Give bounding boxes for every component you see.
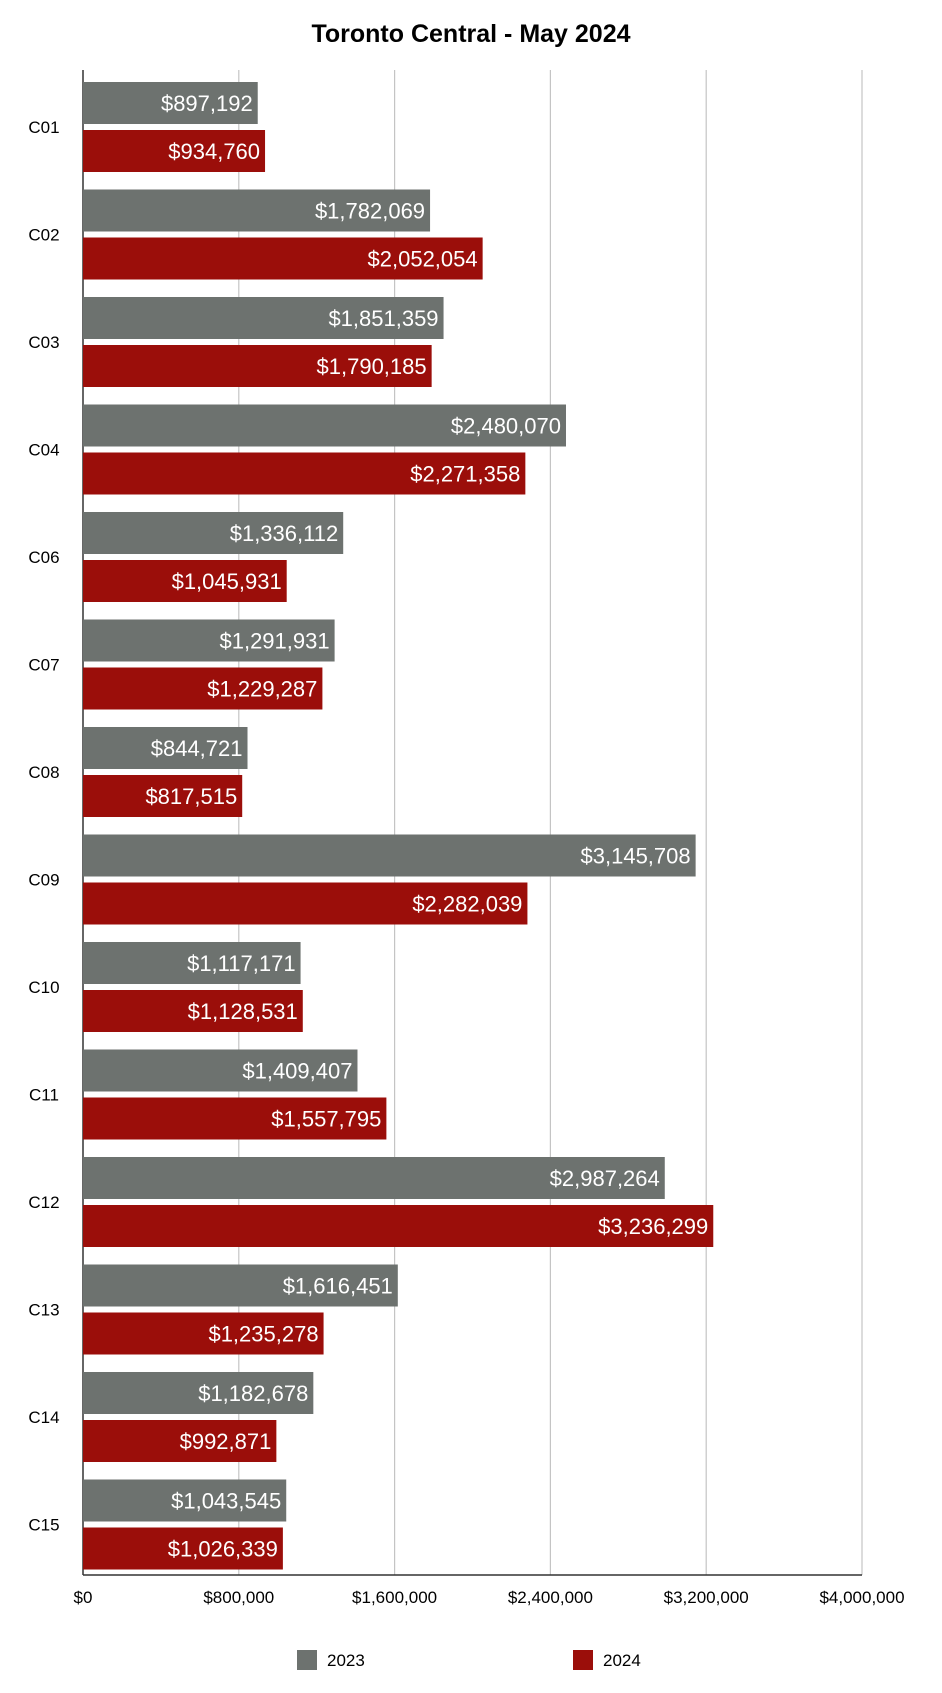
y-axis-category-labels: C01 C02 C03 C04 C06 C07 C08 C09 C10 C11 C12 C13 C14 C… bbox=[28, 118, 59, 1535]
x-tick-label: $800,000 bbox=[203, 1588, 274, 1607]
category-label: C03 bbox=[28, 333, 59, 352]
bar-2023-C04 bbox=[83, 404, 566, 447]
data-label: $1,043,545 bbox=[171, 1489, 281, 1514]
data-label: $844,721 bbox=[151, 736, 243, 761]
x-tick-label: $2,400,000 bbox=[508, 1588, 593, 1607]
bar-2024-C02 bbox=[83, 237, 483, 280]
data-label: $817,515 bbox=[145, 784, 237, 809]
category-label: C06 bbox=[28, 548, 59, 567]
data-label: $1,045,931 bbox=[172, 569, 282, 594]
bar-2024-C13 bbox=[83, 1312, 324, 1355]
data-label: $2,480,070 bbox=[451, 414, 561, 439]
category-label: C01 bbox=[28, 118, 59, 137]
data-label: $1,851,359 bbox=[328, 306, 438, 331]
x-tick-label: $4,000,000 bbox=[819, 1588, 904, 1607]
bar-2023-C02 bbox=[83, 189, 431, 232]
data-label: $1,409,407 bbox=[242, 1059, 352, 1084]
bar-2024-C06 bbox=[83, 560, 287, 602]
data-label: $3,236,299 bbox=[598, 1214, 708, 1239]
bar-2024-C10 bbox=[83, 990, 303, 1032]
bar-2023-C14 bbox=[83, 1372, 314, 1414]
data-label: $1,128,531 bbox=[188, 999, 298, 1024]
bar-2023-C09 bbox=[83, 834, 696, 877]
chart-title: Toronto Central - May 2024 bbox=[311, 20, 630, 48]
bar-2024-C03 bbox=[83, 345, 432, 387]
bar-2024-C14 bbox=[83, 1420, 277, 1462]
category-label: C11 bbox=[29, 1086, 59, 1105]
x-tick-label: $3,200,000 bbox=[664, 1588, 749, 1607]
legend-label: 2024 bbox=[603, 1651, 641, 1670]
category-label: C14 bbox=[28, 1408, 59, 1427]
data-label: $3,145,708 bbox=[581, 844, 691, 869]
legend: 2023 2024 bbox=[297, 1650, 641, 1670]
bar-2024-C11 bbox=[83, 1097, 387, 1140]
data-label: $1,235,278 bbox=[208, 1322, 318, 1347]
x-tick-label: $0 bbox=[74, 1588, 93, 1607]
bar-2024-C08 bbox=[83, 775, 243, 817]
bar-2024-C01 bbox=[83, 130, 266, 172]
bar-2024-C12 bbox=[83, 1205, 714, 1247]
category-label: C07 bbox=[28, 656, 59, 675]
data-label: $1,026,339 bbox=[168, 1537, 278, 1562]
legend-swatch bbox=[573, 1650, 593, 1670]
bar-2023-C07 bbox=[83, 619, 335, 662]
bar-2023-C15 bbox=[83, 1479, 287, 1522]
legend-label: 2023 bbox=[327, 1651, 365, 1670]
category-label: C15 bbox=[28, 1516, 59, 1535]
bar-2024-C07 bbox=[83, 667, 323, 710]
x-tick-label: $1,600,000 bbox=[352, 1588, 437, 1607]
data-label: $1,117,171 bbox=[187, 951, 295, 976]
bar-2023-C03 bbox=[83, 297, 444, 339]
data-label: $1,336,112 bbox=[230, 521, 338, 546]
category-label: C13 bbox=[28, 1301, 59, 1320]
bar-2023-C13 bbox=[83, 1264, 398, 1307]
data-label: $992,871 bbox=[180, 1429, 272, 1454]
data-label: $934,760 bbox=[168, 139, 260, 164]
bar-2023-C11 bbox=[83, 1049, 358, 1092]
bar-2023-C12 bbox=[83, 1157, 665, 1199]
legend-swatch bbox=[297, 1650, 317, 1670]
bar-2024-C09 bbox=[83, 882, 528, 925]
data-label: $1,790,185 bbox=[317, 354, 427, 379]
data-label: $1,782,069 bbox=[315, 199, 425, 224]
bar-2024-C15 bbox=[83, 1527, 283, 1570]
data-label: $1,182,678 bbox=[198, 1381, 308, 1406]
category-label: C09 bbox=[28, 871, 59, 890]
data-label: $2,271,358 bbox=[410, 462, 520, 487]
bar-value-labels: $897,192 $934,760 $1,782,069 $2,052,054 $1,8… bbox=[145, 91, 708, 1562]
data-label: $1,557,795 bbox=[271, 1107, 381, 1132]
bars bbox=[83, 82, 714, 1570]
data-label: $2,987,264 bbox=[550, 1166, 660, 1191]
category-label: C12 bbox=[28, 1193, 59, 1212]
data-label: $1,291,931 bbox=[219, 629, 329, 654]
category-label: C04 bbox=[28, 441, 59, 460]
bar-2023-C08 bbox=[83, 727, 248, 769]
bar-2024-C04 bbox=[83, 452, 526, 495]
bar-2023-C10 bbox=[83, 942, 301, 984]
data-label: $2,282,039 bbox=[412, 892, 522, 917]
category-label: C02 bbox=[28, 226, 59, 245]
category-label: C10 bbox=[28, 978, 59, 997]
bar-2023-C01 bbox=[83, 82, 258, 124]
data-label: $2,052,054 bbox=[368, 247, 478, 272]
data-label: $897,192 bbox=[161, 91, 253, 116]
data-label: $1,229,287 bbox=[207, 677, 317, 702]
bar-2023-C06 bbox=[83, 512, 344, 554]
data-label: $1,616,451 bbox=[283, 1274, 393, 1299]
x-axis-tick-labels: $0 $800,000 $1,600,000 $2,400,000 $3,200,000… bbox=[74, 1588, 905, 1607]
category-label: C08 bbox=[28, 763, 59, 782]
